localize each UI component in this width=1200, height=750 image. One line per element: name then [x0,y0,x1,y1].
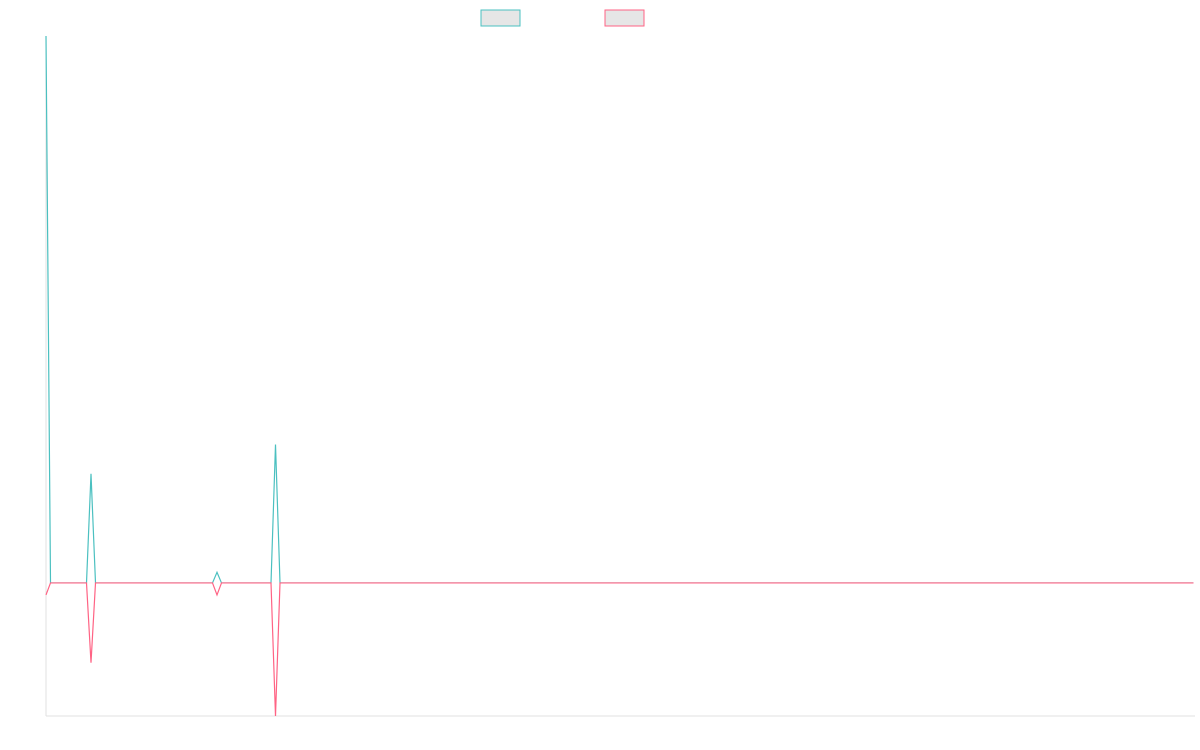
line-series [45,582,1194,717]
legend-swatch [604,9,645,27]
legend-swatch [480,9,521,27]
line-series [45,35,1194,584]
